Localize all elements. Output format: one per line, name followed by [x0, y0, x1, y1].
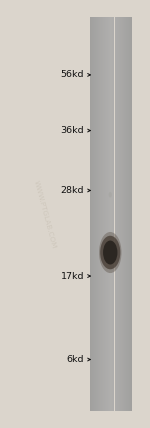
- Bar: [97, 17, 98, 411]
- Text: 56kd: 56kd: [60, 70, 84, 80]
- Bar: [111, 17, 112, 411]
- Ellipse shape: [109, 192, 112, 198]
- Bar: [107, 17, 108, 411]
- Bar: [100, 17, 101, 411]
- Bar: [127, 17, 128, 411]
- Bar: [91, 17, 92, 411]
- Bar: [103, 17, 104, 411]
- Bar: [119, 17, 120, 411]
- Bar: [109, 17, 110, 411]
- Bar: [120, 17, 121, 411]
- Bar: [122, 17, 123, 411]
- Bar: [128, 17, 129, 411]
- Text: 36kd: 36kd: [60, 126, 84, 135]
- Text: WWW.PTGLAB.COM: WWW.PTGLAB.COM: [33, 179, 57, 249]
- Bar: [121, 17, 122, 411]
- Bar: [129, 17, 130, 411]
- Bar: [110, 17, 111, 411]
- Bar: [101, 17, 102, 411]
- Bar: [106, 17, 107, 411]
- Ellipse shape: [100, 236, 120, 269]
- Bar: [115, 17, 116, 411]
- Bar: [123, 17, 124, 411]
- Text: 6kd: 6kd: [66, 355, 84, 364]
- Bar: [130, 17, 131, 411]
- Bar: [118, 17, 119, 411]
- Bar: [114, 17, 115, 411]
- Bar: [117, 17, 118, 411]
- Bar: [99, 17, 100, 411]
- Bar: [93, 17, 94, 411]
- Text: 28kd: 28kd: [60, 186, 84, 195]
- Bar: [102, 17, 103, 411]
- Bar: [104, 17, 105, 411]
- Bar: [116, 17, 117, 411]
- Text: 17kd: 17kd: [60, 271, 84, 281]
- Bar: [105, 17, 106, 411]
- Bar: [126, 17, 127, 411]
- Bar: [125, 17, 126, 411]
- Bar: [113, 17, 114, 411]
- Bar: [90, 17, 91, 411]
- Bar: [131, 17, 132, 411]
- Bar: [124, 17, 125, 411]
- Bar: [96, 17, 97, 411]
- Bar: [92, 17, 93, 411]
- Bar: [108, 17, 109, 411]
- Bar: [98, 17, 99, 411]
- Bar: [112, 17, 113, 411]
- Ellipse shape: [99, 232, 122, 273]
- Bar: [95, 17, 96, 411]
- Bar: [94, 17, 95, 411]
- Ellipse shape: [103, 241, 117, 265]
